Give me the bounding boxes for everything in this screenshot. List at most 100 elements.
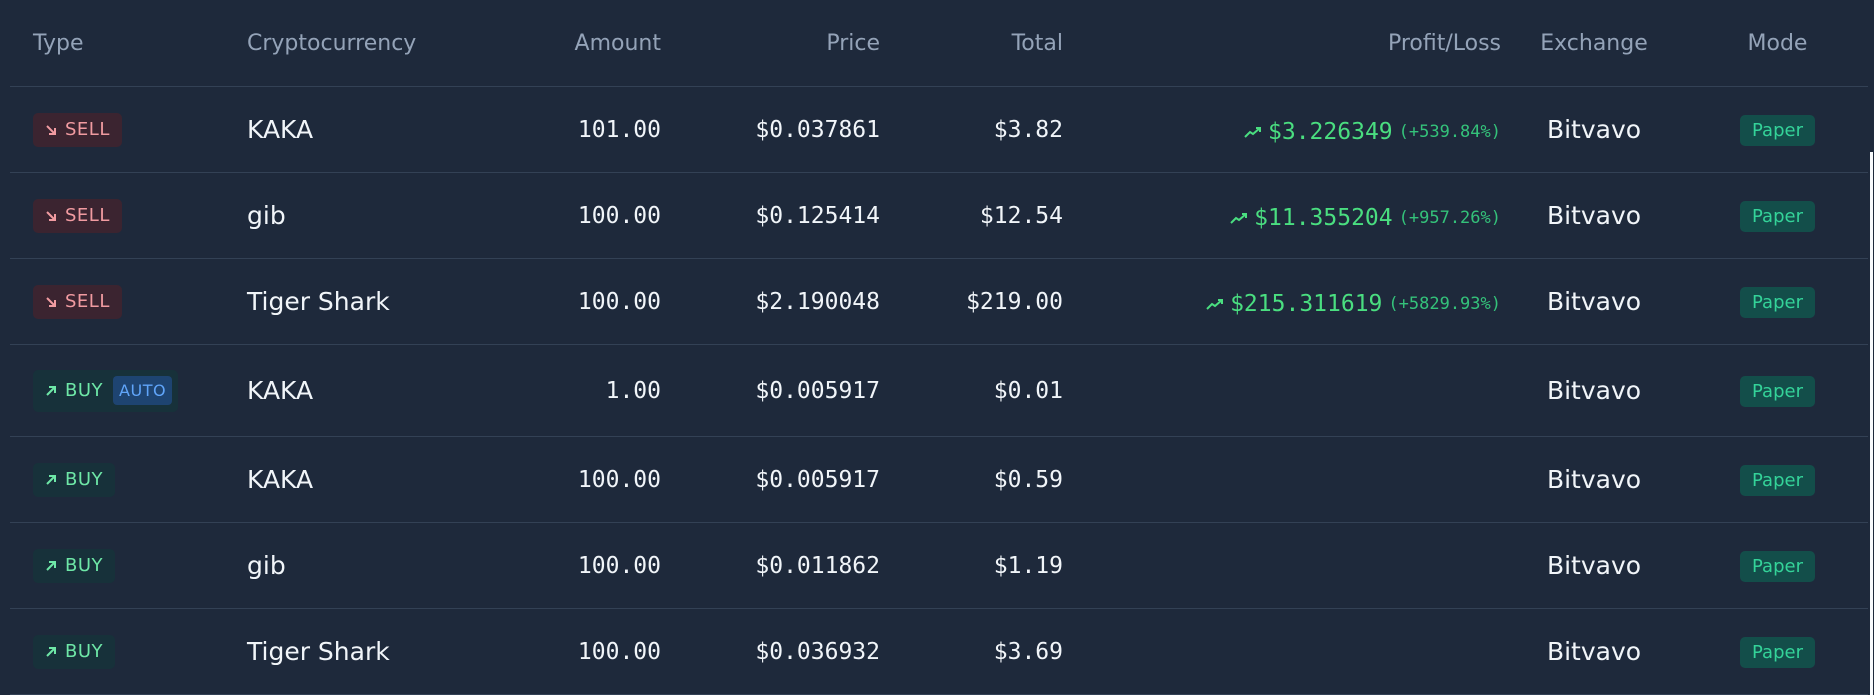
- exchange-name: Bitvavo: [1546, 115, 1642, 144]
- table-row[interactable]: BUY AUTO KAKA 1.00 $0.005917 $0.01 Bitvavo Pape…: [10, 344, 1868, 437]
- cell-price: $0.125414: [661, 172, 880, 259]
- cell-total: $0.01: [880, 344, 1063, 437]
- auto-badge: AUTO: [113, 376, 173, 405]
- table-row[interactable]: SELL gib 100.00 $0.125414 $12.54 $11.355204 (+…: [10, 172, 1868, 259]
- crypto-name: KAKA: [247, 376, 314, 405]
- cell-mode: Paper: [1687, 436, 1868, 523]
- table-body: SELL KAKA 101.00 $0.037861 $3.82 $3.226349 (+5…: [10, 86, 1868, 695]
- exchange-name: Bitvavo: [1546, 201, 1642, 230]
- cell-amount: 100.00: [447, 522, 661, 609]
- column-header-exchange: Exchange: [1501, 0, 1687, 87]
- cell-cryptocurrency: gib: [247, 172, 447, 259]
- table-row[interactable]: BUY Tiger Shark 100.00 $0.036932 $3.69 Bitvav…: [10, 608, 1868, 695]
- cell-amount: 1.00: [447, 344, 661, 437]
- trade-type-label: BUY: [65, 469, 104, 490]
- cell-mode: Paper: [1687, 172, 1868, 259]
- cell-price: $2.190048: [661, 258, 880, 345]
- cell-type: BUY: [10, 522, 247, 609]
- cell-cryptocurrency: gib: [247, 522, 447, 609]
- cell-exchange: Bitvavo: [1501, 258, 1687, 345]
- cell-cryptocurrency: KAKA: [247, 344, 447, 437]
- cell-total: $12.54: [880, 172, 1063, 259]
- cell-total: $0.59: [880, 436, 1063, 523]
- trade-history-table: Type Cryptocurrency Amount Price Total P…: [10, 0, 1868, 695]
- cell-mode: Paper: [1687, 258, 1868, 345]
- cell-amount: 100.00: [447, 608, 661, 695]
- profit-loss-percent: (+5829.93%): [1388, 293, 1501, 314]
- cell-exchange: Bitvavo: [1501, 608, 1687, 695]
- cell-type: SELL: [10, 258, 247, 345]
- table-row[interactable]: SELL Tiger Shark 100.00 $2.190048 $219.00 $21…: [10, 258, 1868, 345]
- column-header-price: Price: [661, 0, 880, 87]
- exchange-name: Bitvavo: [1546, 287, 1642, 316]
- cell-cryptocurrency: KAKA: [247, 86, 447, 173]
- cell-cryptocurrency: Tiger Shark: [247, 608, 447, 695]
- cell-price: $0.036932: [661, 608, 880, 695]
- column-header-mode: Mode: [1687, 0, 1868, 87]
- mode-badge: Paper: [1740, 465, 1815, 496]
- trending-up-icon: [1244, 126, 1262, 138]
- cell-profit-loss: $11.355204 (+957.26%): [1063, 172, 1501, 259]
- column-header-cryptocurrency: Cryptocurrency: [247, 0, 447, 87]
- mode-badge: Paper: [1740, 637, 1815, 668]
- table-row[interactable]: BUY gib 100.00 $0.011862 $1.19 Bitvavo Paper: [10, 522, 1868, 609]
- cell-exchange: Bitvavo: [1501, 344, 1687, 437]
- cell-exchange: Bitvavo: [1501, 172, 1687, 259]
- trade-type-label: SELL: [65, 205, 110, 226]
- cell-type: SELL: [10, 172, 247, 259]
- buy-badge: BUY: [33, 634, 116, 669]
- buy-badge: BUY: [33, 548, 116, 583]
- trade-type-label: BUY: [65, 641, 104, 662]
- exchange-name: Bitvavo: [1546, 465, 1642, 494]
- cell-exchange: Bitvavo: [1501, 86, 1687, 173]
- crypto-name: Tiger Shark: [247, 637, 390, 666]
- cell-cryptocurrency: Tiger Shark: [247, 258, 447, 345]
- cell-type: BUY: [10, 436, 247, 523]
- trade-type-label: BUY: [65, 555, 104, 576]
- trade-history-table-container: Type Cryptocurrency Amount Price Total P…: [10, 0, 1868, 695]
- cell-price: $0.005917: [661, 436, 880, 523]
- cell-total: $3.69: [880, 608, 1063, 695]
- sell-badge: SELL: [33, 112, 122, 147]
- arrow-down-right-icon: [45, 124, 57, 136]
- header-row: Type Cryptocurrency Amount Price Total P…: [10, 0, 1868, 87]
- column-header-profit-loss: Profit/Loss: [1063, 0, 1501, 87]
- cell-profit-loss: [1063, 522, 1501, 609]
- trending-up-icon: [1206, 298, 1224, 310]
- table-row[interactable]: BUY KAKA 100.00 $0.005917 $0.59 Bitvavo Paper: [10, 436, 1868, 523]
- table-row[interactable]: SELL KAKA 101.00 $0.037861 $3.82 $3.226349 (+5…: [10, 86, 1868, 173]
- cell-price: $0.037861: [661, 86, 880, 173]
- cell-total: $3.82: [880, 86, 1063, 173]
- trade-type-label: SELL: [65, 291, 110, 312]
- cell-amount: 100.00: [447, 436, 661, 523]
- profit-loss-display: $11.355204 (+957.26%): [1230, 205, 1501, 231]
- crypto-name: KAKA: [247, 115, 314, 144]
- cell-mode: Paper: [1687, 344, 1868, 437]
- exchange-name: Bitvavo: [1546, 376, 1642, 405]
- mode-badge: Paper: [1740, 115, 1815, 146]
- trade-type-label: SELL: [65, 119, 110, 140]
- cell-type: BUY: [10, 608, 247, 695]
- arrow-up-right-icon: [45, 646, 57, 658]
- cell-profit-loss: [1063, 608, 1501, 695]
- exchange-name: Bitvavo: [1546, 637, 1642, 666]
- column-header-amount: Amount: [447, 0, 661, 87]
- column-header-type: Type: [10, 0, 247, 87]
- trade-type-label: BUY: [65, 380, 104, 401]
- cell-price: $0.005917: [661, 344, 880, 437]
- cell-mode: Paper: [1687, 522, 1868, 609]
- arrow-up-right-icon: [45, 474, 57, 486]
- profit-loss-value: $3.226349: [1268, 118, 1393, 145]
- cell-profit-loss: [1063, 436, 1501, 523]
- sell-badge: SELL: [33, 284, 122, 319]
- profit-loss-display: $215.311619 (+5829.93%): [1206, 291, 1501, 317]
- arrow-up-right-icon: [45, 560, 57, 572]
- cell-type: SELL: [10, 86, 247, 173]
- scrollbar-edge: [1870, 152, 1873, 695]
- cell-amount: 100.00: [447, 258, 661, 345]
- cell-profit-loss: $215.311619 (+5829.93%): [1063, 258, 1501, 345]
- table-header: Type Cryptocurrency Amount Price Total P…: [10, 0, 1868, 87]
- exchange-name: Bitvavo: [1546, 551, 1642, 580]
- cell-total: $219.00: [880, 258, 1063, 345]
- mode-badge: Paper: [1740, 287, 1815, 318]
